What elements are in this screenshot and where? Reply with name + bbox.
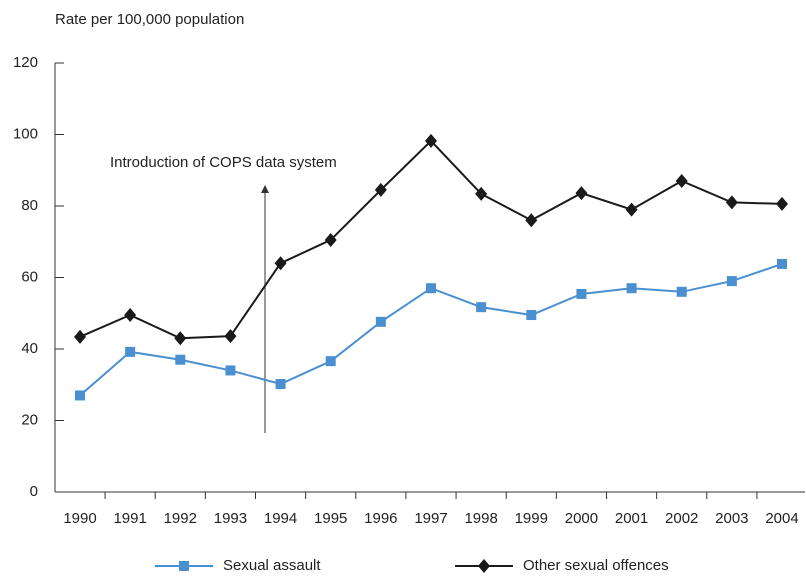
x-tick-label: 1993 [214, 510, 247, 527]
marker [275, 379, 286, 390]
x-tick-label: 2004 [765, 510, 798, 527]
marker [374, 182, 387, 197]
x-tick-label: 1994 [264, 510, 297, 527]
marker [725, 195, 738, 210]
y-tick-label: 100 [13, 125, 38, 142]
marker [625, 202, 638, 217]
x-tick-label: 1997 [414, 510, 447, 527]
y-axis-title: Rate per 100,000 population [55, 11, 244, 28]
marker [426, 283, 436, 294]
marker [675, 173, 688, 188]
x-tick-label: 1996 [364, 510, 397, 527]
marker [476, 302, 487, 313]
x-tick-label: 1990 [63, 510, 96, 527]
marker [776, 196, 788, 211]
marker [75, 390, 85, 401]
y-tick-label: 120 [13, 54, 38, 71]
y-tick-label: 80 [21, 197, 38, 214]
marker [74, 329, 86, 344]
marker [224, 329, 237, 344]
marker [225, 365, 236, 376]
marker [475, 186, 488, 201]
x-tick-label: 2003 [715, 510, 748, 527]
marker [125, 346, 136, 357]
marker [174, 331, 187, 346]
marker [777, 258, 787, 269]
marker [726, 276, 737, 287]
marker [526, 310, 537, 321]
x-tick-label: 1992 [164, 510, 197, 527]
marker [375, 316, 386, 327]
x-tick-label: 2000 [565, 510, 598, 527]
y-tick-label: 40 [21, 340, 38, 357]
marker [325, 356, 336, 367]
annotation-arrowhead [261, 185, 269, 193]
y-tick-label: 0 [30, 483, 38, 500]
marker [525, 213, 538, 228]
x-tick-label: 1999 [515, 510, 548, 527]
marker [324, 232, 337, 247]
marker [175, 354, 186, 365]
marker [576, 288, 587, 299]
y-tick-label: 20 [21, 411, 38, 428]
x-tick-label: 1998 [464, 510, 497, 527]
y-tick-label: 60 [21, 268, 38, 285]
annotation: Introduction of COPS data system [110, 154, 337, 171]
legend-marker [478, 559, 490, 573]
x-tick-label: 2001 [615, 510, 648, 527]
x-tick-label: 2002 [665, 510, 698, 527]
marker [626, 283, 637, 294]
marker [124, 308, 137, 323]
legend-label: Other sexual offences [523, 557, 669, 574]
x-tick-label: 1991 [113, 510, 146, 527]
marker [425, 133, 437, 148]
x-tick-label: 1995 [314, 510, 347, 527]
legend-marker [179, 561, 189, 571]
legend-label: Sexual assault [223, 557, 321, 574]
marker [575, 186, 588, 201]
marker [274, 256, 287, 271]
marker [676, 286, 687, 297]
